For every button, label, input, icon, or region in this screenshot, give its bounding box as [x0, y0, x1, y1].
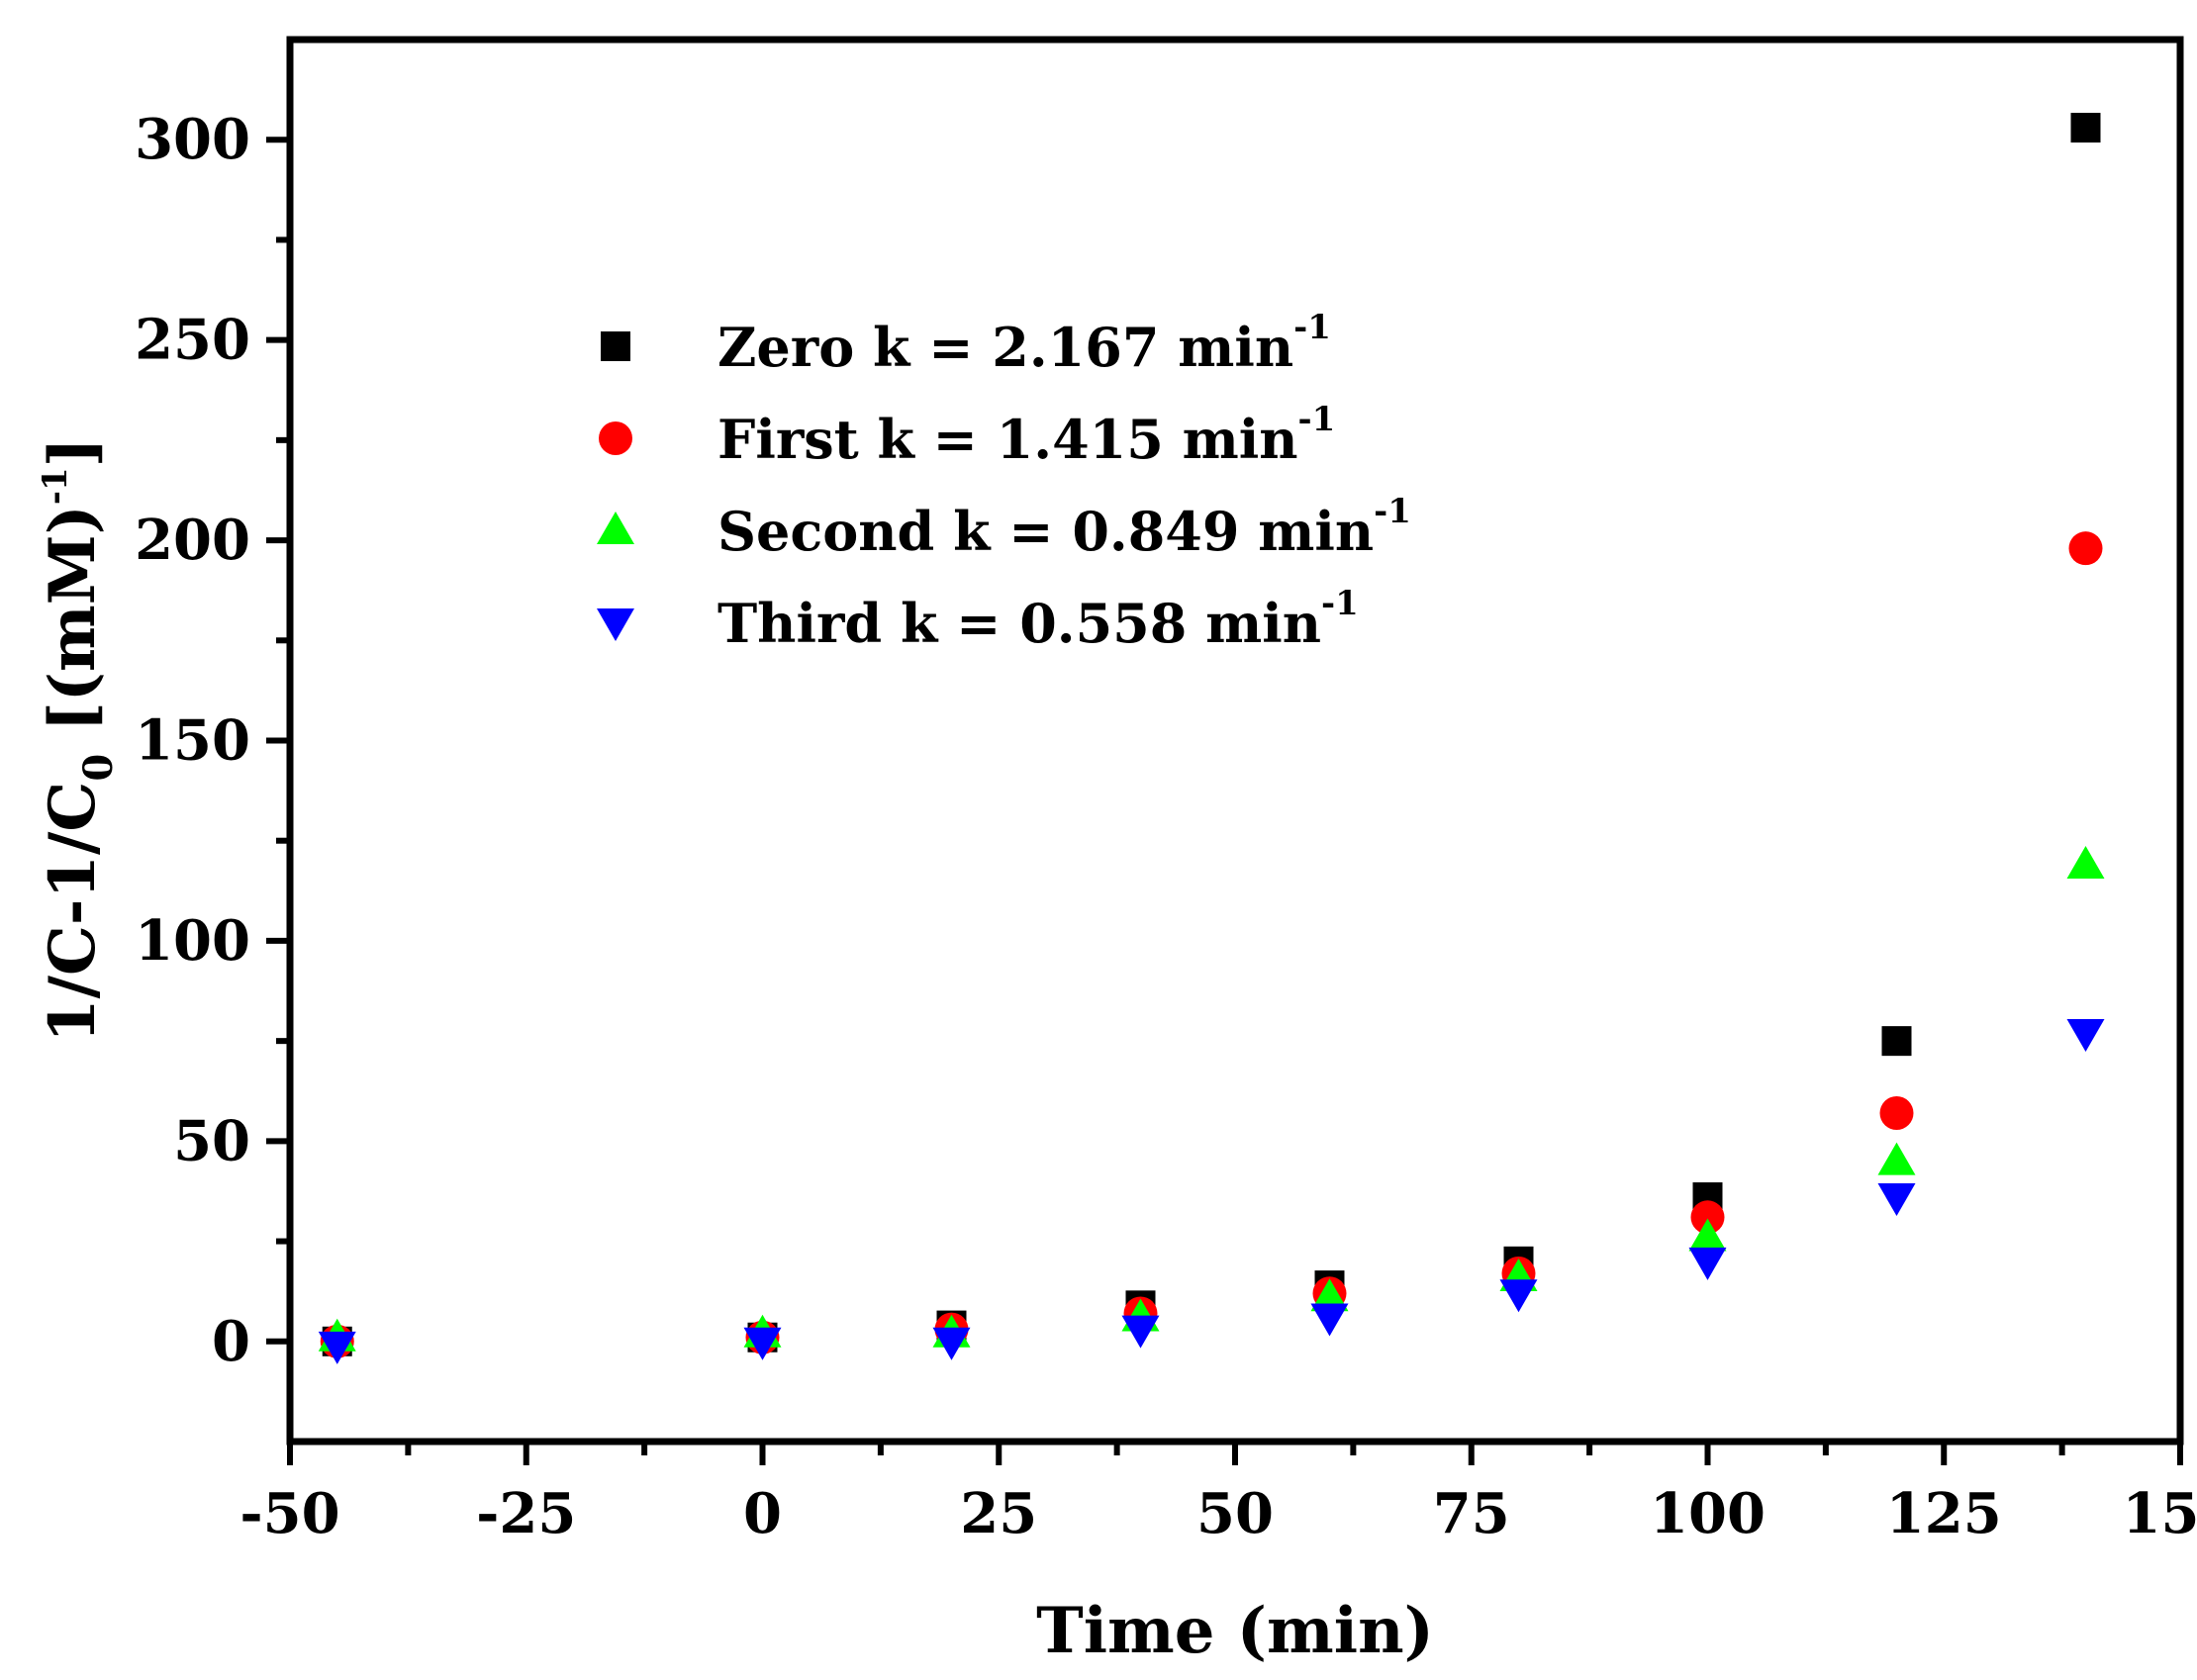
- legend-label-second: Second k = 0.849 min-1: [717, 492, 1411, 563]
- legend-label-text: Second k = 0.849 min: [717, 500, 1374, 563]
- x-axis-ticks: -50 -25 0 25 50 75 100 125 150: [239, 1442, 2197, 1546]
- x-tick-label: 150: [2123, 1481, 2197, 1546]
- data-point-third: [1688, 1247, 1727, 1280]
- legend-label-superscript: -1: [1293, 308, 1331, 347]
- y-tick-label: 0: [212, 1309, 250, 1374]
- legend-label-text: Zero k = 2.167 min: [717, 316, 1293, 379]
- x-tick-label: -25: [476, 1481, 576, 1546]
- y-tick-label: 50: [173, 1108, 250, 1173]
- legend-label-text: First k = 1.415 min: [717, 408, 1298, 471]
- data-point-second: [2066, 846, 2105, 880]
- data-point-zero: [1881, 1026, 1912, 1057]
- y-tick-label: 200: [135, 508, 250, 573]
- legend-item-zero: Zero k = 2.167 min-1: [601, 308, 1331, 379]
- y-axis-title-unit: [(mM): [36, 505, 110, 754]
- y-tick-label: 150: [135, 708, 250, 774]
- data-point-first: [1690, 1200, 1725, 1235]
- data-point-second: [1877, 1142, 1916, 1175]
- data-point-third: [1499, 1279, 1538, 1313]
- legend-item-third: Third k = 0.558 min-1: [597, 584, 1359, 655]
- x-tick-label: 0: [743, 1481, 782, 1546]
- data-point-first: [1879, 1096, 1914, 1131]
- plot-frame: [286, 36, 2184, 1446]
- data-point-third: [743, 1327, 782, 1360]
- x-tick-label: 75: [1433, 1481, 1510, 1546]
- x-tick-label: 25: [960, 1481, 1037, 1546]
- legend-marker-second: [597, 512, 634, 544]
- legend-label-superscript: -1: [1321, 584, 1359, 623]
- y-axis-title-subscript: 0: [75, 754, 122, 782]
- data-point-second: [1688, 1218, 1727, 1252]
- data-point-third: [1121, 1315, 1160, 1349]
- data-point-first: [2068, 531, 2103, 566]
- data-points: [318, 113, 2105, 1364]
- series-zero: [322, 113, 2101, 1356]
- series-first: [320, 531, 2103, 1358]
- legend-label-zero: Zero k = 2.167 min-1: [717, 308, 1331, 379]
- y-axis-title-superscript: -1: [36, 467, 75, 505]
- y-axis-title: 1/C-1/C0 [(mM)-1]: [36, 437, 122, 1043]
- legend-label-third: Third k = 0.558 min-1: [717, 584, 1359, 655]
- data-point-third: [318, 1331, 356, 1364]
- x-axis-title: Time (min): [1036, 1594, 1434, 1668]
- legend-marker-third: [597, 608, 634, 641]
- legend-item-second: Second k = 0.849 min-1: [597, 492, 1411, 563]
- data-point-third: [1310, 1303, 1349, 1337]
- legend-label-first: First k = 1.415 min-1: [717, 400, 1335, 471]
- series-second: [318, 846, 2105, 1352]
- x-tick-label: 125: [1886, 1481, 2002, 1546]
- data-point-second: [1310, 1278, 1349, 1312]
- series-third: [318, 1019, 2105, 1364]
- data-point-third: [932, 1327, 971, 1360]
- legend-item-first: First k = 1.415 min-1: [599, 400, 1335, 471]
- data-point-third: [2066, 1019, 2105, 1053]
- x-tick-label: 100: [1650, 1481, 1766, 1546]
- legend-label-text: Third k = 0.558 min: [717, 592, 1321, 655]
- legend-marker-first: [599, 421, 632, 455]
- y-tick-label: 100: [135, 908, 250, 974]
- x-tick-label: -50: [239, 1481, 339, 1546]
- data-point-third: [1877, 1183, 1916, 1217]
- y-axis-title-close: ]: [36, 437, 110, 467]
- legend-marker-zero: [601, 331, 630, 361]
- y-axis-title-main: 1/C-1/C: [36, 782, 110, 1043]
- y-axis-ticks: 0 50 100 150 200 250 300: [135, 107, 290, 1374]
- y-tick-label: 300: [135, 107, 250, 172]
- legend-label-superscript: -1: [1298, 400, 1336, 439]
- legend-label-superscript: -1: [1374, 492, 1411, 531]
- y-tick-label: 250: [135, 308, 250, 373]
- data-point-zero: [2070, 113, 2101, 143]
- x-tick-label: 50: [1196, 1481, 1274, 1546]
